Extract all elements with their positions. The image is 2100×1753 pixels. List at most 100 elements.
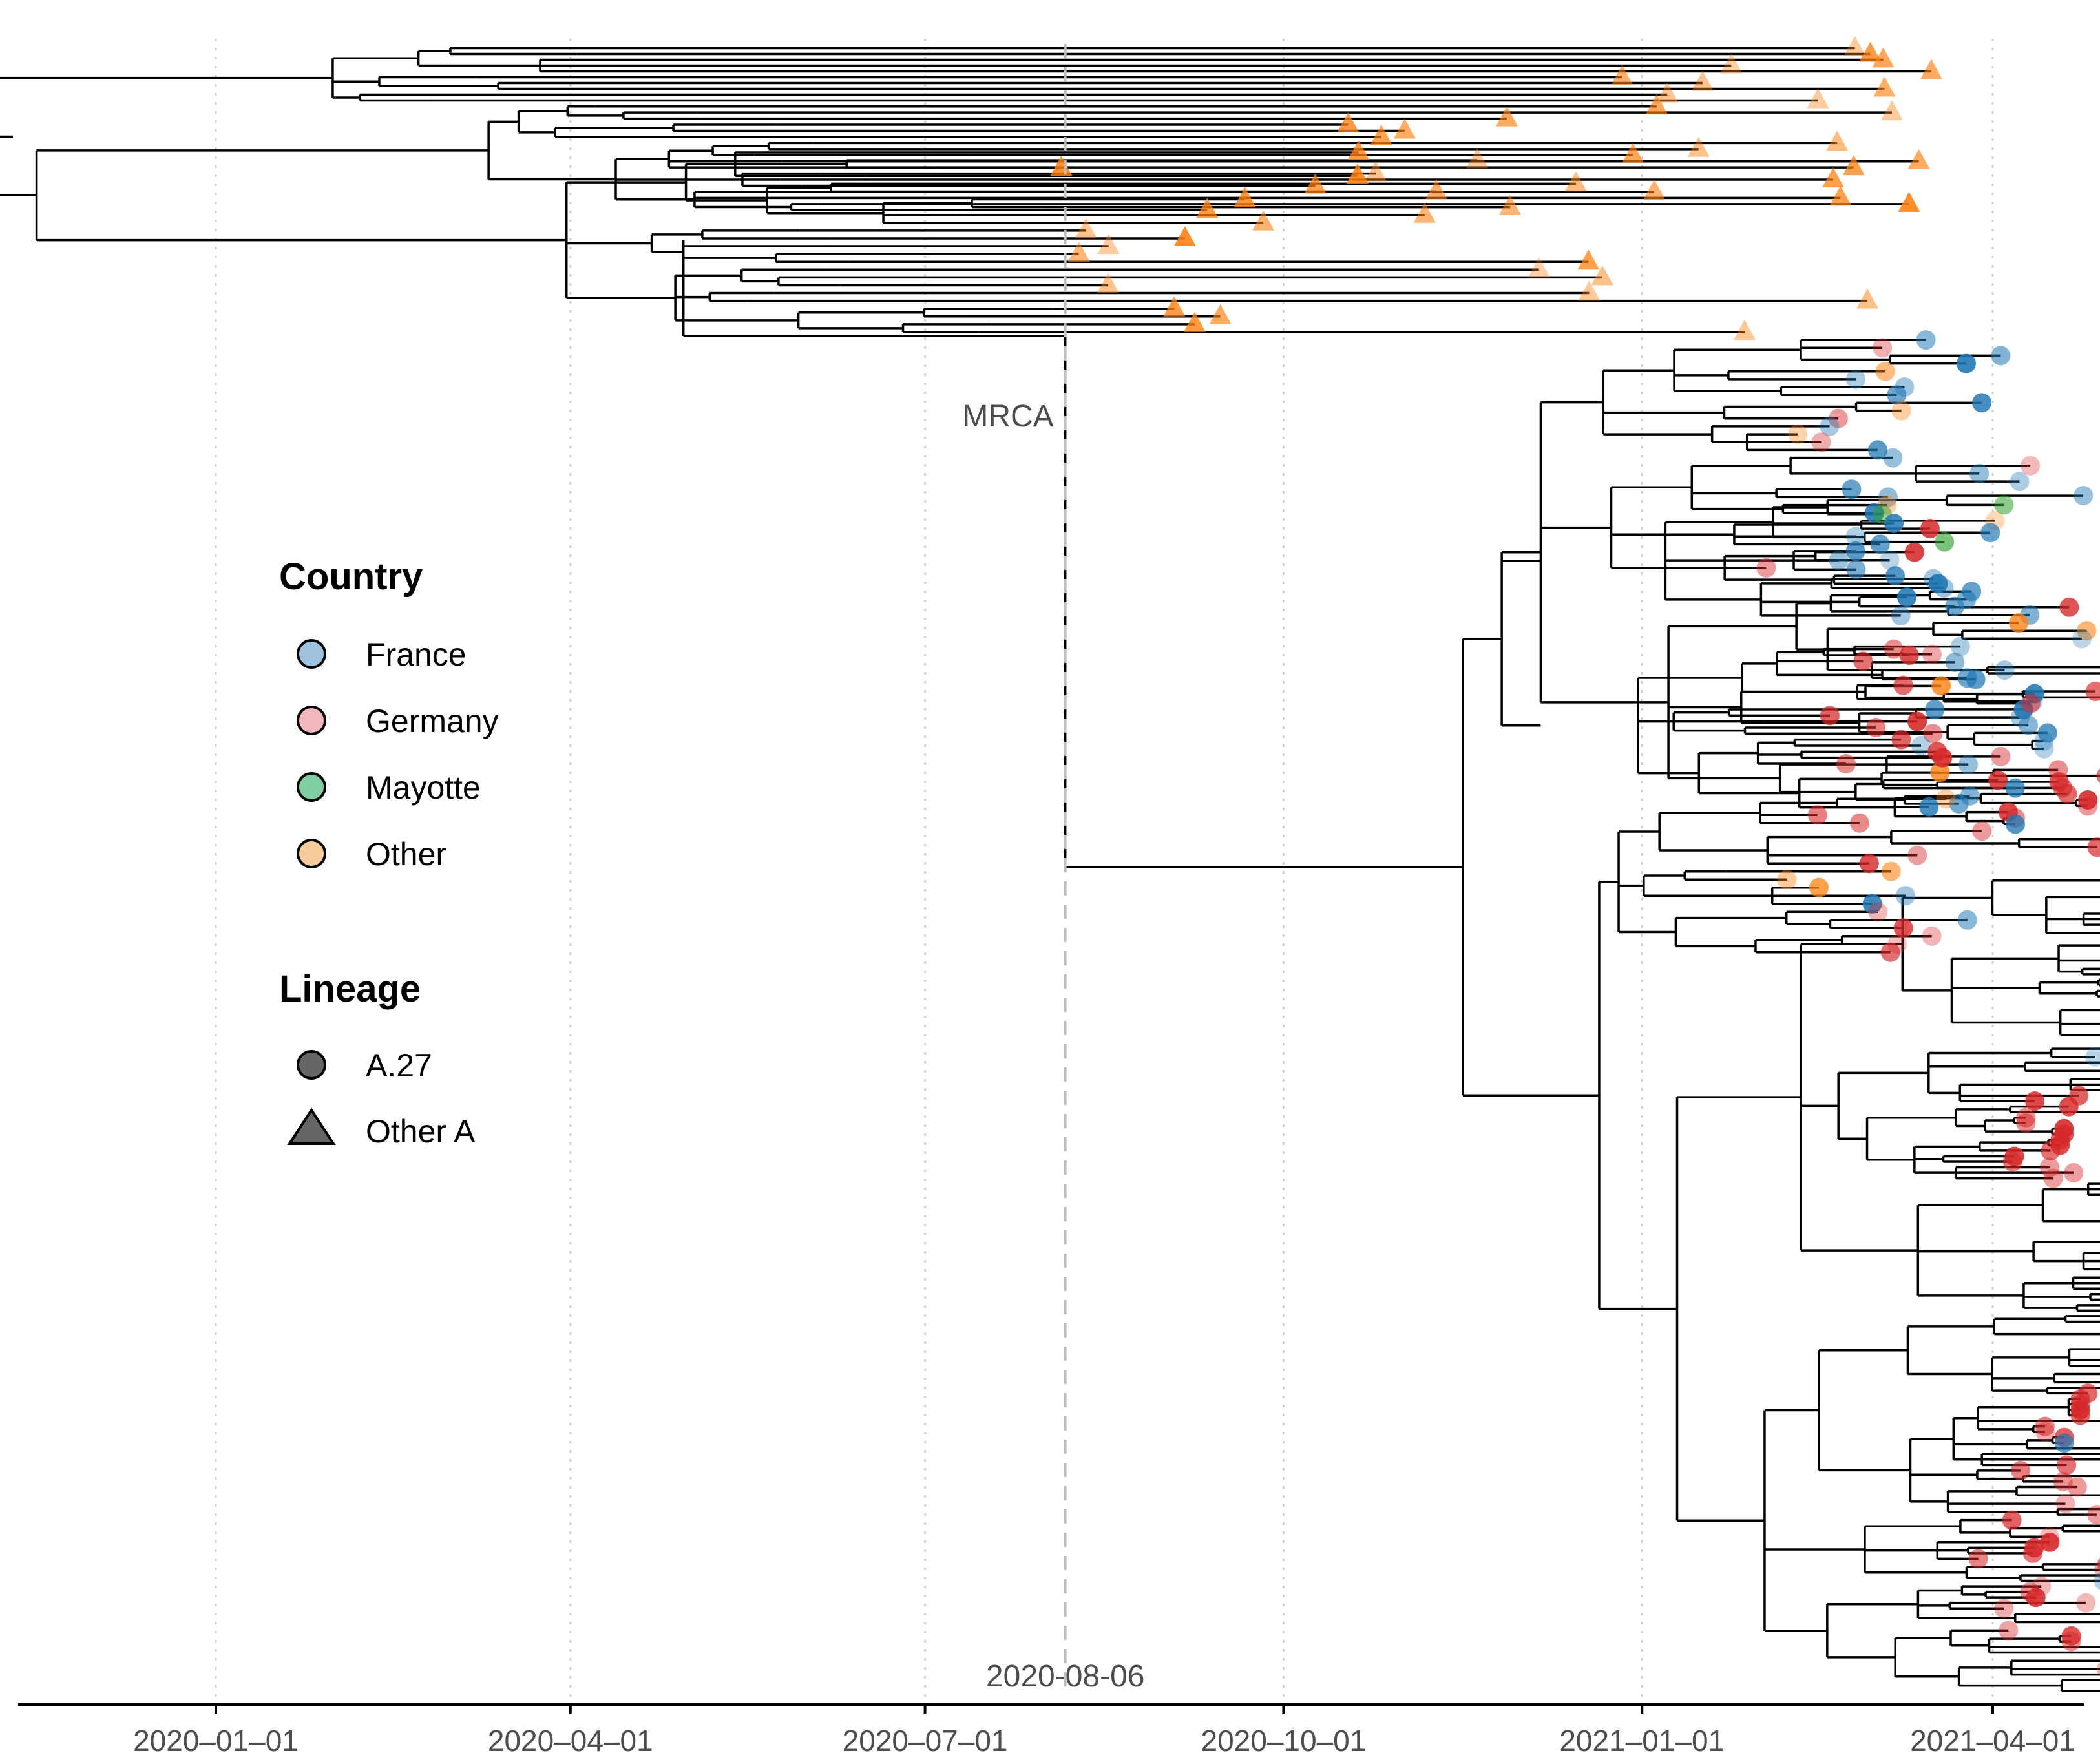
- tip-circle-a27: [1949, 793, 1969, 814]
- tip-triangle-other-a: [1425, 179, 1447, 200]
- tip-triangle-other-a: [1413, 202, 1436, 223]
- tip-circle-a27: [2061, 1632, 2081, 1652]
- tip-circle-a27: [2022, 1543, 2042, 1563]
- tip-triangle-other-a: [1578, 280, 1601, 301]
- tip-triangle-other-a: [1370, 124, 1392, 145]
- tip-circle-a27: [2085, 1047, 2100, 1067]
- tip-circle-a27: [1887, 385, 1907, 405]
- tip-circle-a27: [2054, 1433, 2074, 1453]
- tip-triangle-other-a: [1591, 265, 1613, 286]
- tip-circle-a27: [1811, 432, 1831, 452]
- tip-triangle-other-a: [1347, 140, 1370, 161]
- tip-triangle-other-a: [1822, 167, 1845, 188]
- tip-circle-a27: [2040, 1532, 2060, 1552]
- tip-triangle-other-a: [1252, 210, 1275, 231]
- mrca-label: MRCA: [962, 399, 1053, 434]
- tip-circle-a27: [1859, 854, 1879, 874]
- tip-circle-a27: [1968, 1549, 1988, 1569]
- tip-circle-a27: [2002, 1510, 2022, 1530]
- tip-triangle-other-a: [1577, 249, 1600, 270]
- tip-circle-a27: [1972, 821, 1992, 841]
- tip-triangle-other-a: [1564, 171, 1587, 192]
- tip-circle-a27: [1920, 519, 1940, 539]
- tip-circle-a27: [2040, 1157, 2060, 1177]
- tip-circle-a27: [2016, 1113, 2036, 1133]
- tip-triangle-other-a: [1856, 288, 1879, 309]
- tip-circle-a27: [1934, 578, 1954, 598]
- tip-circle-a27: [1928, 574, 1948, 594]
- legend-lineage-other-a: Other A: [287, 1107, 476, 1149]
- tip-circle-a27: [1845, 369, 1865, 389]
- tip-circle-a27: [2087, 837, 2100, 857]
- legend-country-label: France: [366, 636, 467, 673]
- legend-country-label: Other: [366, 836, 446, 872]
- x-tick-label: 2020–10–01: [1201, 1724, 1366, 1753]
- mrca-date-label: 2020-08-06: [986, 1659, 1145, 1694]
- tip-circle-a27: [2085, 682, 2100, 701]
- tip-triangle-other-a: [1733, 319, 1756, 340]
- tip-circle-a27: [2059, 1097, 2079, 1117]
- tip-circle-a27: [1893, 675, 1913, 695]
- tip-triangle-other-a: [1720, 53, 1743, 74]
- tip-circle-a27: [1875, 361, 1895, 381]
- tip-circle-a27: [2035, 1422, 2055, 1442]
- tip-circle-a27: [1945, 652, 1965, 672]
- tip-triangle-other-a: [1920, 59, 1942, 79]
- tip-circle-a27: [2097, 1661, 2100, 1677]
- tip-triangle-other-a: [1050, 156, 1073, 176]
- tip-circle-a27: [1936, 789, 1956, 809]
- tip-circle-a27: [2072, 629, 2092, 649]
- tip-triangle-other-a: [1498, 194, 1521, 215]
- tip-circle-a27: [1907, 845, 1927, 865]
- tip-circle-a27: [1922, 644, 1942, 664]
- tip-triangle-other-a: [1691, 70, 1714, 91]
- tip-circle-a27: [2087, 1505, 2100, 1525]
- tip-triangle-other-a: [1843, 36, 1866, 56]
- tip-circle-a27: [1904, 542, 1924, 562]
- tip-triangle-other-a: [1183, 311, 1206, 332]
- tip-circle-a27: [1945, 596, 1965, 616]
- legend-country-title: Country: [279, 556, 423, 598]
- tip-circle-a27: [1828, 408, 1848, 428]
- legend-country-swatch: [297, 639, 326, 669]
- tip-circle-a27: [1880, 942, 1900, 962]
- tip-circle-a27: [2037, 723, 2057, 743]
- tip-circle-a27: [2019, 715, 2039, 735]
- tip-circle-a27: [1988, 770, 2008, 790]
- x-tick-label: 2021–01–01: [1559, 1724, 1725, 1753]
- tip-circle-a27: [2009, 613, 2029, 633]
- tip-triangle-other-a: [1196, 198, 1219, 218]
- x-tick-label: 2021–04–01: [1910, 1724, 2075, 1753]
- tip-triangle-other-a: [1067, 242, 1090, 262]
- tip-circle-a27: [2077, 621, 2097, 641]
- tip-circle-a27: [1842, 479, 1862, 499]
- tip-circle-a27: [1907, 711, 1927, 731]
- tip-circle-a27: [1972, 393, 1992, 413]
- legend-country-swatch: [297, 706, 326, 735]
- tip-circle-a27: [1845, 541, 1865, 561]
- tip-circle-a27: [1958, 755, 1979, 775]
- tip-circle-a27: [1916, 330, 1936, 350]
- tip-triangle-other-a: [1687, 136, 1710, 157]
- tip-triangle-other-a: [1393, 118, 1416, 139]
- x-tick-label: 2020–07–01: [843, 1724, 1008, 1753]
- tip-triangle-other-a: [1829, 185, 1852, 206]
- tip-circle-a27: [2078, 796, 2098, 816]
- tip-circle-a27: [1980, 523, 2000, 543]
- tip-circle-a27: [2059, 597, 2079, 617]
- tip-circle-a27: [1950, 636, 1970, 656]
- tip-circle-a27: [1991, 346, 2011, 366]
- tip-circle-a27: [1777, 870, 1797, 890]
- x-tick-label: 2020–04–01: [488, 1724, 653, 1753]
- tip-circle-a27: [2057, 784, 2077, 804]
- tip-triangle-other-a: [1097, 234, 1120, 255]
- tip-circle-a27: [1870, 534, 1890, 554]
- tip-triangle-other-a: [1528, 257, 1550, 278]
- tip-triangle-other-a: [1880, 100, 1903, 121]
- tip-circle-a27: [1820, 416, 1840, 436]
- tip-triangle-other-a: [1365, 161, 1387, 182]
- tip-circle-a27: [1845, 527, 1865, 547]
- legend-country-items: France Germany Mayotte Other: [297, 636, 499, 872]
- legend-triangle-icon: [287, 1107, 336, 1145]
